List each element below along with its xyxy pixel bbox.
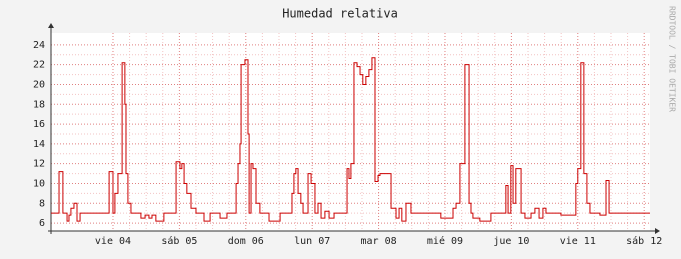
x-tick-label: vie 04 bbox=[95, 236, 131, 247]
y-tick-label: 16 bbox=[33, 119, 45, 130]
y-axis-arrow bbox=[48, 23, 54, 28]
x-tick-label: vie 11 bbox=[560, 236, 596, 247]
y-tick-label: 12 bbox=[33, 159, 45, 170]
x-axis-arrow bbox=[655, 228, 660, 234]
series-line bbox=[51, 57, 650, 222]
x-tick-label: mar 08 bbox=[361, 236, 397, 247]
plot-area bbox=[51, 33, 650, 231]
watermark: RRDTOOL / TOBI OETIKER bbox=[668, 6, 677, 112]
y-tick-label: 24 bbox=[33, 40, 45, 51]
y-tick-label: 18 bbox=[33, 99, 45, 110]
y-tick-label: 14 bbox=[33, 139, 45, 150]
y-tick-label: 22 bbox=[33, 60, 45, 71]
chart-title: Humedad relativa bbox=[282, 7, 398, 21]
y-tick-label: 10 bbox=[33, 178, 45, 189]
y-tick-label: 20 bbox=[33, 79, 45, 90]
y-tick-label: 8 bbox=[39, 198, 45, 209]
x-tick-label: sáb 05 bbox=[161, 235, 197, 247]
y-tick-label: 6 bbox=[39, 218, 45, 229]
x-tick-label: dom 06 bbox=[228, 236, 264, 247]
x-tick-label: jue 10 bbox=[493, 236, 529, 247]
x-tick-label: mié 09 bbox=[427, 235, 463, 247]
x-tick-label: sáb 12 bbox=[626, 235, 662, 247]
x-tick-label: lun 07 bbox=[294, 236, 330, 247]
